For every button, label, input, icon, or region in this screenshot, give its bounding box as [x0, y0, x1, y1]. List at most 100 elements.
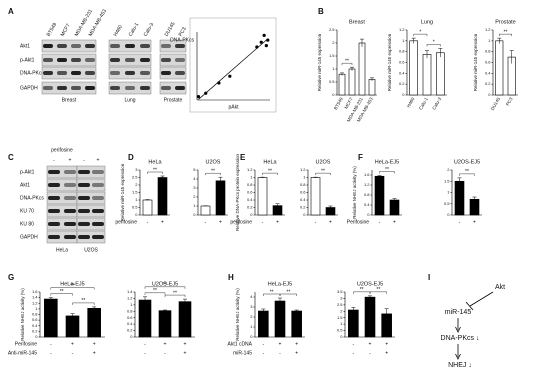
error-bar	[350, 66, 354, 71]
treatment-label: Perifosine	[15, 341, 37, 347]
bar	[257, 177, 268, 216]
band	[140, 86, 150, 90]
significance-bracket	[341, 62, 353, 66]
point	[264, 44, 268, 48]
band	[161, 44, 171, 48]
bar	[291, 310, 302, 338]
error-bar	[260, 176, 265, 178]
band	[48, 170, 60, 174]
y-axis-label: Relative NHEJ activity (%)	[235, 288, 240, 341]
significance-bracket	[315, 172, 331, 176]
treatment-label: Anti-miR-145	[8, 350, 37, 356]
y-axis-label: Relative miR-145 expression	[317, 33, 322, 91]
y-tick-label: 1	[447, 190, 450, 195]
sign: -	[53, 157, 55, 163]
y-tick-label: 0	[35, 334, 38, 339]
treatment-label: Akt1 cDNA	[228, 341, 253, 347]
y-tick-label: 0.6	[300, 190, 306, 195]
treatment-sign: +	[276, 219, 279, 225]
point	[196, 95, 201, 99]
band	[161, 71, 171, 75]
treatment-sign: -	[164, 350, 166, 356]
treatment-sign: -	[144, 341, 146, 347]
error-bar	[48, 297, 53, 301]
error-bar	[278, 297, 282, 304]
treatment-sign: +	[164, 341, 167, 347]
y-tick-label: 0.6	[399, 60, 405, 65]
band	[175, 58, 185, 62]
bar	[200, 205, 211, 216]
error-bar	[163, 309, 167, 312]
y-tick-label: 0	[250, 212, 253, 217]
band	[71, 86, 81, 90]
y-tick-label: 1	[193, 203, 196, 208]
y-tick-label: 2	[447, 167, 450, 172]
y-tick-label: 0.4	[399, 70, 405, 75]
bar	[274, 300, 286, 338]
treatment-label: perifosine	[230, 219, 252, 225]
y-tick-label: 0.6	[247, 190, 253, 195]
significance-label: *	[433, 40, 435, 46]
treatment-sign: -	[144, 350, 146, 356]
row-label: GAPDH	[20, 234, 38, 240]
x-tick-label: Calu-1	[418, 96, 429, 110]
band	[78, 183, 90, 187]
error-bar	[143, 296, 147, 304]
row-label: DNA-PKcs	[20, 70, 44, 76]
y-tick-label: 1.2	[364, 182, 370, 187]
error-bar	[509, 50, 514, 64]
error-bar	[472, 196, 477, 202]
y-tick-label: 0.8	[127, 308, 133, 313]
significance-label: **	[211, 169, 215, 175]
y-tick-label: 1.2	[399, 27, 405, 32]
significance-bracket	[205, 173, 221, 176]
panel-label: H	[228, 273, 234, 282]
y-tick-label: 0.6	[127, 315, 133, 320]
treatment-sign: +	[71, 341, 74, 347]
blot-panel	[159, 81, 187, 95]
band	[92, 235, 104, 239]
y-tick-label: 0	[402, 92, 405, 97]
chart-title: HeLa	[148, 159, 162, 165]
band	[64, 196, 76, 200]
y-tick-label: 2	[193, 194, 196, 199]
x-tick-label: PC3	[505, 96, 514, 107]
bar	[258, 310, 269, 338]
error-bar	[377, 175, 382, 177]
error-bar	[275, 203, 280, 208]
band	[57, 71, 67, 75]
y-tick-label: 1	[488, 38, 491, 43]
panel-label: I	[428, 273, 430, 282]
band	[125, 71, 135, 75]
significance-bracket	[499, 33, 512, 37]
chart-title: HeLa-EJ5	[60, 281, 84, 287]
band	[140, 58, 150, 62]
lane-label: H460	[113, 24, 124, 38]
diagram-node: DNA-PKcs ↓	[441, 335, 480, 342]
group-label: Prostate	[164, 97, 183, 103]
blot-panel	[76, 191, 106, 205]
blot-panel	[76, 178, 106, 192]
band	[85, 86, 95, 90]
bar	[338, 73, 346, 96]
y-tick-label: 1	[332, 66, 335, 71]
significance-bracket	[279, 293, 297, 296]
blot-panel	[159, 66, 187, 80]
y-tick-label: 1.5	[132, 190, 138, 195]
bar	[157, 177, 168, 216]
band	[78, 209, 90, 213]
y-tick-label: 1	[250, 175, 253, 180]
y-tick-label: 1.5	[329, 53, 335, 58]
treatment-sign: +	[184, 350, 187, 356]
y-tick-label: 0	[332, 92, 335, 97]
band	[110, 44, 120, 48]
band	[92, 170, 104, 174]
y-tick-label: 0.8	[300, 182, 306, 187]
band	[110, 86, 120, 90]
bar	[495, 40, 504, 96]
error-bar	[370, 77, 374, 81]
band	[92, 209, 104, 213]
significance-bracket	[164, 294, 186, 298]
blot-panel	[159, 39, 187, 53]
band	[64, 222, 76, 226]
